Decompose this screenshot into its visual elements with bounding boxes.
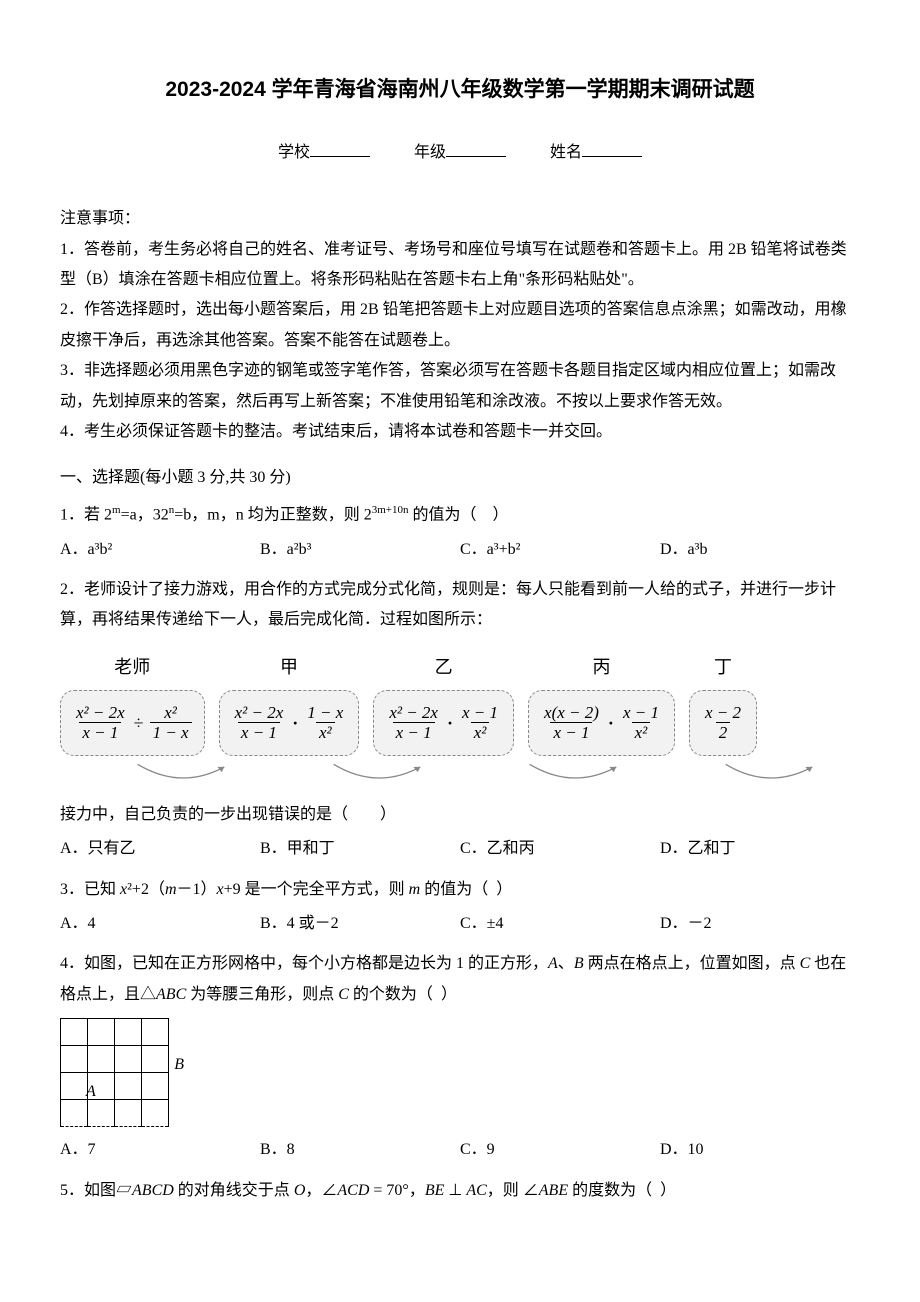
q4-opt-b: B．8 — [260, 1135, 460, 1165]
q2-opt-b: B．甲和丁 — [260, 834, 460, 864]
q3-options: A．4 B．4 或－2 C．±4 D．－2 — [60, 909, 860, 939]
q4-label-b: B — [174, 1050, 184, 1080]
q1-options: A．a³b² B．a²b³ C．a³+b² D．a³b — [60, 535, 860, 565]
q3-text: 3．已知 x²+2（m－1）x+9 是一个完全平方式，则 m 的值为（ ） — [60, 875, 860, 905]
notice-heading: 注意事项： — [60, 204, 860, 234]
q1-opt-b: B．a²b³ — [260, 535, 460, 565]
bubble-bing: x(x − 2)x − 1 · x − 1x² — [528, 690, 675, 756]
stage-yi: 乙 x² − 2xx − 1 · x − 1x² — [373, 650, 514, 756]
q4-opt-d: D．10 — [660, 1135, 860, 1165]
stage-jia: 甲 x² − 2xx − 1 · 1 − xx² — [219, 650, 360, 756]
notice-item-4: 4．考生必须保证答题卡的整洁。考试结束后，请将本试卷和答题卡一并交回。 — [60, 417, 860, 447]
student-info-line: 学校 年级 姓名 — [60, 138, 860, 168]
q3-opt-b: B．4 或－2 — [260, 909, 460, 939]
q4-opt-c: C．9 — [460, 1135, 660, 1165]
q4-grid-figure: B A — [60, 1018, 860, 1127]
blank-name[interactable] — [582, 140, 642, 157]
blank-grade[interactable] — [446, 140, 506, 157]
q1-opt-c: C．a³+b² — [460, 535, 660, 565]
bubble-teacher: x² − 2xx − 1 ÷ x²1 − x — [60, 690, 205, 756]
notice-item-2: 2．作答选择题时，选出每小题答案后，用 2B 铅笔把答题卡上对应题目选项的答案信… — [60, 295, 860, 356]
role-jia: 甲 — [280, 650, 298, 684]
q1-text: 1．若 2m=a，32n=b，m，n 均为正整数，则 23m+10n 的值为（ … — [60, 500, 860, 531]
q1-opt-d: D．a³b — [660, 535, 860, 565]
q3-opt-a: A．4 — [60, 909, 260, 939]
q2-options: A．只有乙 B．甲和丁 C．乙和丙 D．乙和丁 — [60, 834, 860, 864]
q2-opt-c: C．乙和丙 — [460, 834, 660, 864]
blank-school[interactable] — [310, 140, 370, 157]
notice-item-3: 3．非选择题必须用黑色字迹的钢笔或签字笔作答，答案必须写在答题卡各题目指定区域内… — [60, 356, 860, 417]
stage-teacher: 老师 x² − 2xx − 1 ÷ x²1 − x — [60, 650, 205, 756]
q5-text: 5．如图▱ABCD 的对角线交于点 O，∠ACD = 70°，BE ⊥ AC，则… — [60, 1176, 860, 1206]
q3-text-content: 3．已知 x²+2（m－1）x+9 是一个完全平方式，则 m 的值为（ ） — [60, 881, 512, 898]
q4-text: 4．如图，已知在正方形网格中，每个小方格都是边长为 1 的正方形，A、B 两点在… — [60, 949, 860, 1010]
arrow-2 — [286, 760, 468, 786]
arrow-1 — [90, 760, 272, 786]
relay-arrows — [60, 760, 860, 786]
page-title: 2023-2024 学年青海省海南州八年级数学第一学期期末调研试题 — [60, 70, 860, 110]
q2-opt-d: D．乙和丁 — [660, 834, 860, 864]
role-ding: 丁 — [714, 650, 732, 684]
bubble-yi: x² − 2xx − 1 · x − 1x² — [373, 690, 514, 756]
relay-diagram: 老师 x² − 2xx − 1 ÷ x²1 − x 甲 x² − 2xx − 1… — [60, 650, 860, 756]
q4-text-content: 4．如图，已知在正方形网格中，每个小方格都是边长为 1 的正方形，A、B 两点在… — [60, 955, 846, 1002]
notice-item-1: 1．答卷前，考生务必将自己的姓名、准考证号、考场号和座位号填写在试题卷和答题卡上… — [60, 235, 860, 296]
bubble-jia: x² − 2xx − 1 · 1 − xx² — [219, 690, 360, 756]
label-grade: 年级 — [414, 144, 446, 161]
role-teacher: 老师 — [114, 650, 150, 684]
q2-text-1: 2．老师设计了接力游戏，用合作的方式完成分式化简，规则是：每人只能看到前一人给的… — [60, 575, 860, 636]
q3-opt-c: C．±4 — [460, 909, 660, 939]
arrow-4 — [678, 760, 860, 786]
q2-opt-a: A．只有乙 — [60, 834, 260, 864]
stage-bing: 丙 x(x − 2)x − 1 · x − 1x² — [528, 650, 675, 756]
bubble-ding: x − 22 — [689, 690, 757, 756]
q1-opt-a: A．a³b² — [60, 535, 260, 565]
label-school: 学校 — [278, 144, 310, 161]
role-yi: 乙 — [435, 650, 453, 684]
q2-text-2: 接力中，自己负责的一步出现错误的是（ ） — [60, 800, 860, 830]
stage-ding: 丁 x − 22 — [689, 650, 757, 756]
role-bing: 丙 — [593, 650, 611, 684]
q4-options: A．7 B．8 C．9 D．10 — [60, 1135, 860, 1165]
q5-text-content: 5．如图▱ABCD 的对角线交于点 O，∠ACD = 70°，BE ⊥ AC，则… — [60, 1182, 676, 1199]
label-name: 姓名 — [550, 144, 582, 161]
q4-opt-a: A．7 — [60, 1135, 260, 1165]
arrow-3 — [482, 760, 664, 786]
q3-opt-d: D．－2 — [660, 909, 860, 939]
section-1-heading: 一、选择题(每小题 3 分,共 30 分) — [60, 463, 860, 493]
